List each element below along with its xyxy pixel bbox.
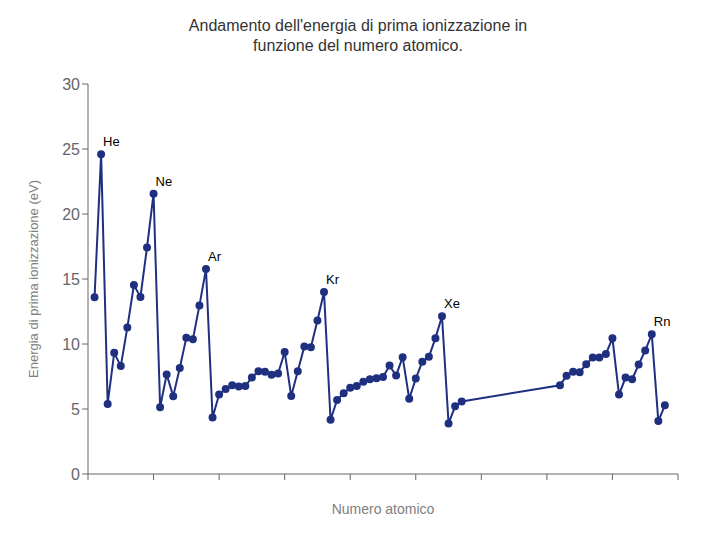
svg-text:25: 25 — [62, 141, 80, 158]
html-text:funzione del numero atomico.: funzione del numero atomico. — [253, 37, 463, 54]
svg-text:He: He — [103, 134, 120, 149]
svg-text:Rn: Rn — [654, 314, 671, 329]
svg-text:10: 10 — [62, 336, 80, 353]
html-text:Andamento dell'energia di prim: Andamento dell'energia di prima ionizzaz… — [188, 17, 528, 34]
svg-text:Ne: Ne — [156, 174, 173, 189]
svg-text:15: 15 — [62, 271, 80, 288]
svg-text:20: 20 — [62, 206, 80, 223]
svg-text:30: 30 — [62, 76, 80, 93]
svg-text:5: 5 — [71, 401, 80, 418]
svg-text:Ar: Ar — [208, 249, 222, 264]
svg-text:Xe: Xe — [444, 296, 460, 311]
svg-text:Numero atomico: Numero atomico — [332, 501, 435, 517]
svg-text:0: 0 — [71, 466, 80, 483]
svg-text:Energia di prima ionizzazione: Energia di prima ionizzazione (eV) — [26, 180, 41, 378]
svg-text:Kr: Kr — [326, 272, 340, 287]
